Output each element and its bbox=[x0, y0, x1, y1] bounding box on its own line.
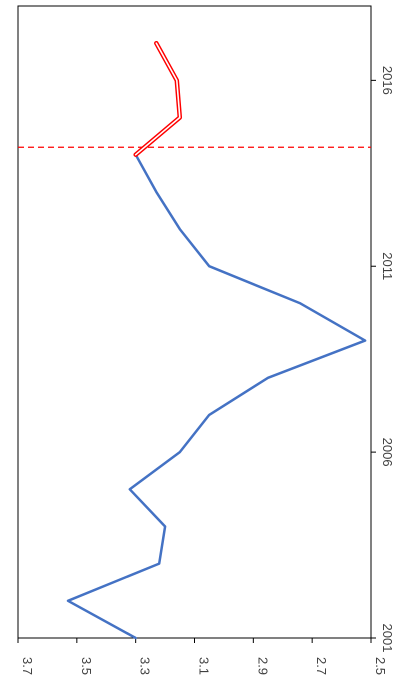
data-point bbox=[175, 79, 178, 82]
data-point bbox=[128, 488, 131, 491]
x-tick-label: 2011 bbox=[380, 252, 395, 280]
data-point bbox=[155, 190, 158, 193]
x-tick-label: 2001 bbox=[380, 624, 395, 653]
y-tick-label: 3.5 bbox=[79, 657, 94, 675]
data-point bbox=[158, 562, 161, 565]
data-point bbox=[178, 228, 181, 231]
y-tick-label: 2.9 bbox=[255, 657, 270, 675]
y-tick-label: 2.7 bbox=[314, 657, 329, 675]
series-line-0 bbox=[66, 153, 367, 640]
series-line-inner-1 bbox=[134, 42, 181, 156]
data-point bbox=[134, 153, 137, 156]
data-point bbox=[134, 637, 137, 640]
y-tick-label: 3.1 bbox=[197, 657, 212, 675]
data-point bbox=[364, 339, 367, 342]
data-point bbox=[208, 413, 211, 416]
data-point bbox=[208, 265, 211, 268]
data-point bbox=[267, 376, 270, 379]
x-tick-label: 2016 bbox=[380, 66, 395, 95]
data-point bbox=[164, 525, 167, 528]
x-tick-label: 2006 bbox=[380, 438, 395, 467]
data-point bbox=[178, 116, 181, 119]
y-tick-label: 3.3 bbox=[138, 657, 153, 675]
y-tick-label: 3.7 bbox=[20, 657, 35, 675]
data-point bbox=[299, 302, 302, 305]
y-tick-label: 2.5 bbox=[373, 657, 388, 675]
data-point bbox=[155, 42, 158, 45]
data-point bbox=[67, 599, 70, 602]
plot-area bbox=[17, 5, 372, 639]
series-layer bbox=[18, 40, 371, 640]
ticks: 3.7 3.5 3.3 3.1 2.9 2.7 2.5 2001 2006 2011 2016 bbox=[17, 66, 395, 675]
data-point bbox=[178, 451, 181, 454]
plot-frame bbox=[17, 5, 372, 639]
